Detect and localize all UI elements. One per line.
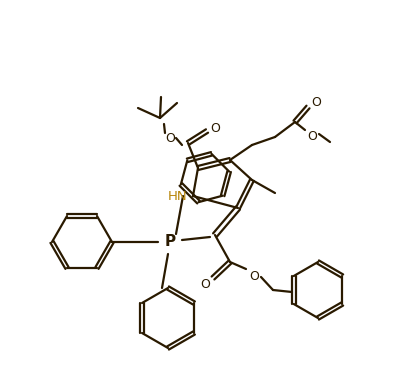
Text: O: O	[210, 122, 220, 135]
Text: HN: HN	[168, 190, 188, 204]
Text: O: O	[165, 131, 175, 144]
Text: O: O	[307, 130, 317, 144]
Text: P: P	[164, 234, 176, 250]
Text: O: O	[200, 279, 210, 291]
Text: O: O	[249, 269, 259, 282]
Text: O: O	[311, 97, 321, 109]
